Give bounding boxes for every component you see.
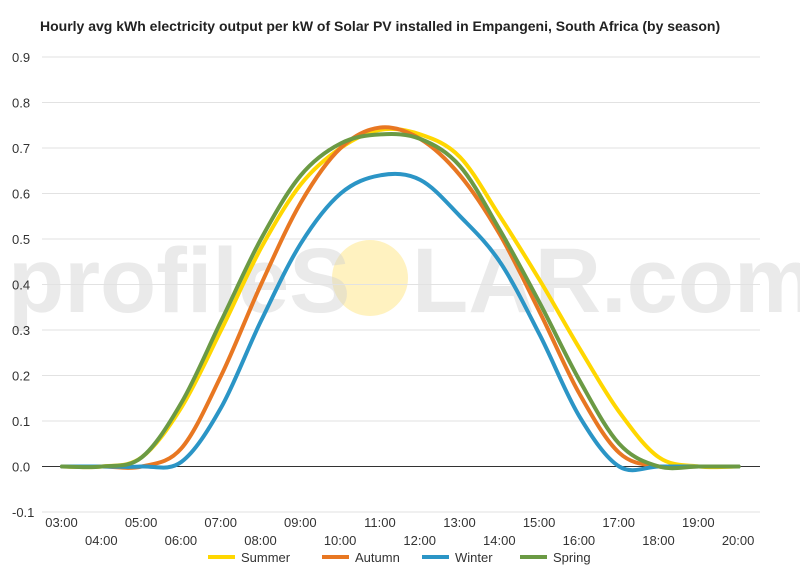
legend-label-winter: Winter <box>455 550 493 565</box>
axes: -0.1 0.0 0.1 0.2 0.3 0.4 0.5 0.6 0.7 0.8 0.9 03:00 0… <box>12 50 754 548</box>
x-tick-label: 19:00 <box>682 515 715 530</box>
x-tick-label: 05:00 <box>125 515 158 530</box>
x-tick-label: 08:00 <box>244 533 277 548</box>
x-tick-label: 10:00 <box>324 533 357 548</box>
x-tick-label: 03:00 <box>45 515 78 530</box>
x-tick-label: 04:00 <box>85 533 118 548</box>
legend: Summer Autumn Winter Spring <box>208 550 591 565</box>
y-tick-label: 0.2 <box>12 369 30 384</box>
watermark-text-left: profileS <box>8 230 350 332</box>
gridlines <box>42 56 760 513</box>
series-lines <box>60 125 741 473</box>
x-tick-label: 20:00 <box>722 533 755 548</box>
x-tick-label: 15:00 <box>523 515 556 530</box>
x-tick-label: 14:00 <box>483 533 516 548</box>
x-tick-label: 13:00 <box>443 515 476 530</box>
watermark: profileS LAR.com <box>8 230 800 332</box>
legend-label-summer: Summer <box>241 550 291 565</box>
x-tick-label: 16:00 <box>563 533 596 548</box>
y-tick-label: 0.0 <box>12 460 30 475</box>
series-line-autumn <box>60 125 741 470</box>
watermark-sun <box>332 240 408 316</box>
x-tick-label: 07:00 <box>204 515 237 530</box>
y-tick-label: 0.7 <box>12 141 30 156</box>
legend-label-autumn: Autumn <box>355 550 400 565</box>
series-line-spring <box>60 132 741 471</box>
x-tick-label: 18:00 <box>642 533 675 548</box>
x-tick-label: 17:00 <box>602 515 635 530</box>
y-tick-label: 0.4 <box>12 278 30 293</box>
y-tick-label: 0.8 <box>12 96 30 111</box>
series-line-winter <box>60 171 741 473</box>
chart-title: Hourly avg kWh electricity output per kW… <box>40 18 721 34</box>
y-tick-label: 0.5 <box>12 232 30 247</box>
x-tick-label: 12:00 <box>403 533 436 548</box>
y-tick-label: -0.1 <box>12 505 34 520</box>
x-tick-label: 09:00 <box>284 515 317 530</box>
y-tick-label: 0.6 <box>12 187 30 202</box>
x-tick-label: 11:00 <box>364 515 396 530</box>
y-tick-label: 0.9 <box>12 50 30 65</box>
legend-label-spring: Spring <box>553 550 591 565</box>
watermark-text-right: LAR.com <box>412 230 800 332</box>
x-tick-label: 06:00 <box>165 533 198 548</box>
y-tick-label: 0.3 <box>12 323 30 338</box>
y-tick-label: 0.1 <box>12 414 30 429</box>
